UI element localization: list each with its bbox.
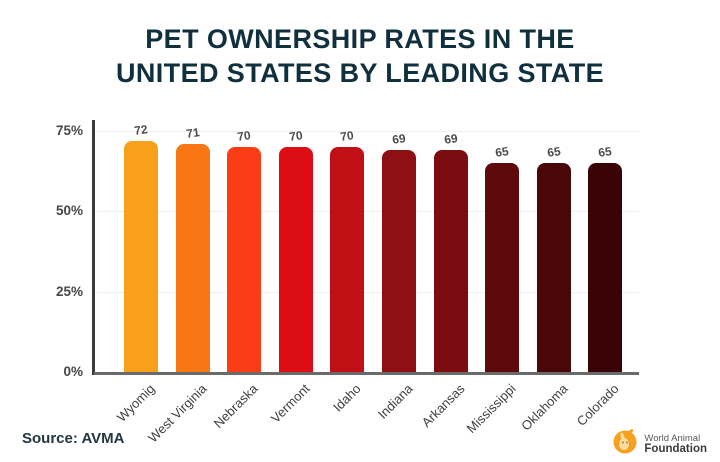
bar-wyomig [124,140,158,372]
chart-title: PET OWNERSHIP RATES IN THE UNITED STATES… [0,22,720,90]
bar-nebraska [227,147,262,372]
bar-value-label: 71 [184,124,201,141]
bar-mississippi [485,163,520,372]
category-label: Colorado [574,381,622,429]
gridline [95,211,640,213]
bar-idaho [330,147,365,372]
bar-vermont [278,147,313,372]
y-tick-label: 0% [63,364,83,379]
source-label: Source: AVMA [22,430,125,447]
bar-indiana [382,150,416,372]
y-tick-label: 50% [55,203,83,219]
bar-west-virginia [175,143,210,372]
world-animal-foundation-icon [611,427,639,460]
chart-title-line1: PET OWNERSHIP RATES IN THE [145,24,575,54]
y-tick-label: 25% [55,283,83,299]
bar-value-label: 65 [546,144,562,161]
chart-title-line2: UNITED STATES BY LEADING STATE [115,58,605,88]
logo-text-line2: Foundation [644,442,707,455]
bar-value-label: 70 [339,128,355,144]
world-animal-foundation-logo: World Animal Foundation [611,427,707,460]
y-axis-line [92,120,95,375]
bar-chart-plot-area: 72 71 70 70 70 69 69 65 65 65 75% 50% 25% 0% Wyomig W… [56,120,640,445]
bar-colorado [588,163,623,372]
bar-arkansas [433,150,468,372]
y-tick-label: 75% [55,123,83,138]
bar-value-label: 65 [597,144,613,161]
bar-value-label: 65 [494,144,510,161]
logo-text-line1: World Animal [644,432,701,444]
bar-value-label: 70 [288,128,304,144]
logo-text: World Animal Foundation [644,433,707,455]
bar-value-label: 72 [133,121,149,138]
gridline [95,291,640,293]
bar-oklahoma [536,163,571,372]
gridline [95,131,640,132]
bar-value-label: 70 [236,128,252,144]
x-axis-line [94,372,639,375]
